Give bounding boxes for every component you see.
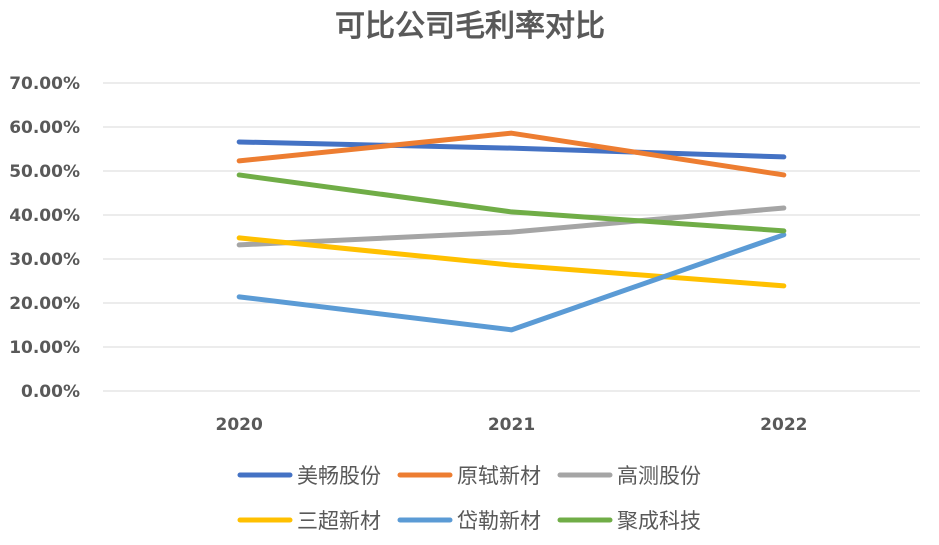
legend-item: 高测股份 <box>557 464 701 488</box>
legend-label: 高测股份 <box>617 464 701 488</box>
series-line-0 <box>236 139 787 160</box>
x-tick-label: 2020 <box>216 415 263 435</box>
legend-item: 三超新材 <box>237 509 381 533</box>
legend-label: 原轼新材 <box>457 464 541 488</box>
y-tick-label: 40.00% <box>9 206 80 226</box>
x-tick-label: 2022 <box>760 415 807 435</box>
y-tick-label: 10.00% <box>9 338 80 358</box>
series-line-2 <box>236 205 787 248</box>
y-tick-label: 70.00% <box>9 74 80 94</box>
series-line-5 <box>236 172 787 234</box>
legend-label: 三超新材 <box>297 509 381 533</box>
legend-item: 美畅股份 <box>237 464 381 488</box>
x-tick-label: 2021 <box>488 415 535 435</box>
series-line-3 <box>236 235 787 289</box>
y-tick-label: 50.00% <box>9 162 80 182</box>
legend-label: 岱勒新材 <box>457 509 541 533</box>
legend-item: 原轼新材 <box>397 464 541 488</box>
legend-item: 岱勒新材 <box>397 509 541 533</box>
y-tick-label: 30.00% <box>9 250 80 270</box>
series-line-4 <box>236 232 787 333</box>
series-line-1 <box>236 130 787 178</box>
legend-item: 聚成科技 <box>557 509 701 533</box>
legend-label: 聚成科技 <box>617 509 701 533</box>
y-tick-label: 20.00% <box>9 294 80 314</box>
chart-title: 可比公司毛利率对比 <box>335 9 605 44</box>
y-tick-label: 60.00% <box>9 118 80 138</box>
legend-label: 美畅股份 <box>297 464 381 488</box>
y-tick-label: 0.00% <box>21 382 80 402</box>
